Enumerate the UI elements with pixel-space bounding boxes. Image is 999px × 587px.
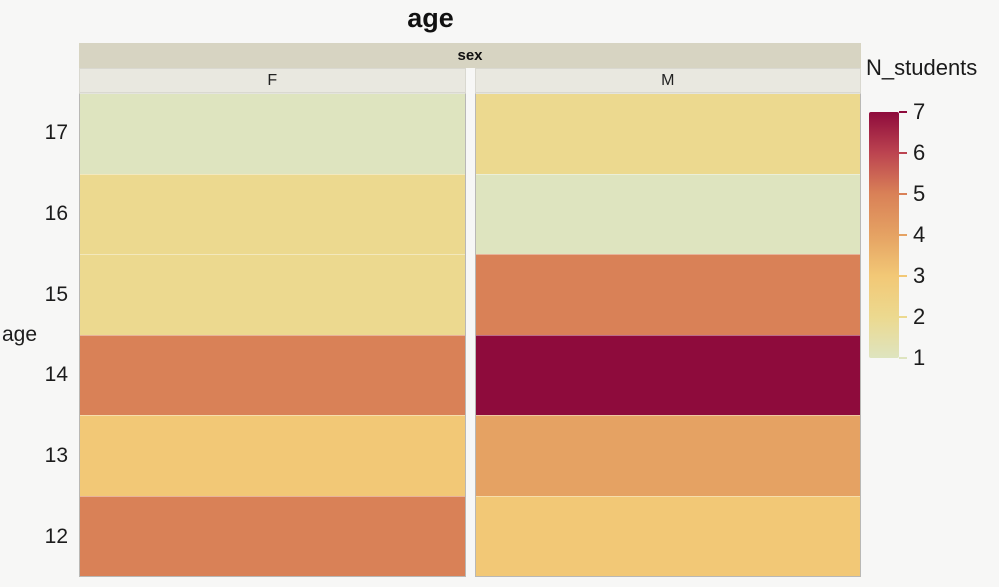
legend-tick-label-7: 7 — [913, 99, 926, 124]
y-tick-label-12: 12 — [44, 524, 68, 548]
heatmap-cell-F-14 — [80, 334, 465, 415]
heatmap-cell-M-15 — [475, 254, 860, 335]
y-axis-title-text: age — [2, 323, 38, 346]
legend-tick-4 — [899, 234, 907, 236]
facet-panel-f — [79, 93, 466, 577]
y-tick-label-14: 14 — [44, 363, 68, 387]
y-tick-label-17: 17 — [44, 121, 68, 145]
facet-panel-m — [474, 93, 861, 577]
heatmap-cell-F-16 — [80, 173, 465, 254]
legend-tick-1 — [899, 357, 907, 359]
legend-tick-label-1: 1 — [913, 345, 926, 370]
legend-tick-label-5: 5 — [913, 181, 926, 206]
heatmap-cell-M-12 — [475, 495, 860, 576]
y-axis-title: age — [2, 93, 37, 577]
legend-tick-6 — [899, 152, 907, 154]
legend-tick-label-2: 2 — [913, 304, 926, 329]
facet-header-f: F — [79, 68, 466, 93]
heatmap-cell-F-13 — [80, 415, 465, 496]
facet-strip-label: sex — [457, 47, 483, 64]
heatmap-cell-F-12 — [80, 495, 465, 576]
heatmap-cell-M-17 — [475, 94, 860, 174]
y-axis: 17 16 15 14 13 12 — [0, 93, 72, 577]
facet-headers: F M — [79, 68, 861, 93]
y-tick-label-13: 13 — [44, 444, 68, 468]
legend-tick-5 — [899, 193, 907, 195]
heatmap-cell-M-13 — [475, 415, 860, 496]
legend-title: N_students — [866, 55, 978, 80]
legend-gradient-bar — [869, 112, 899, 358]
facet-strip: sex — [79, 43, 861, 68]
heatmap-cell-F-17 — [80, 94, 465, 174]
y-tick-label-16: 16 — [44, 202, 68, 225]
legend-tick-7 — [899, 111, 907, 113]
heatmap-cell-F-15 — [80, 254, 465, 335]
legend-tick-label-4: 4 — [913, 222, 926, 247]
legend-tick-3 — [899, 275, 907, 277]
y-tick-label-15: 15 — [44, 282, 68, 306]
facet-header-m: M — [474, 68, 861, 93]
legend-tick-2 — [899, 316, 907, 318]
heatmap-cell-M-14 — [475, 334, 860, 415]
legend-tick-label-3: 3 — [913, 263, 926, 288]
chart-title: age — [407, 3, 454, 33]
legend-tick-label-6: 6 — [913, 140, 926, 165]
heatmap-cell-M-16 — [475, 173, 860, 254]
heatmap-plot-area — [79, 93, 861, 577]
